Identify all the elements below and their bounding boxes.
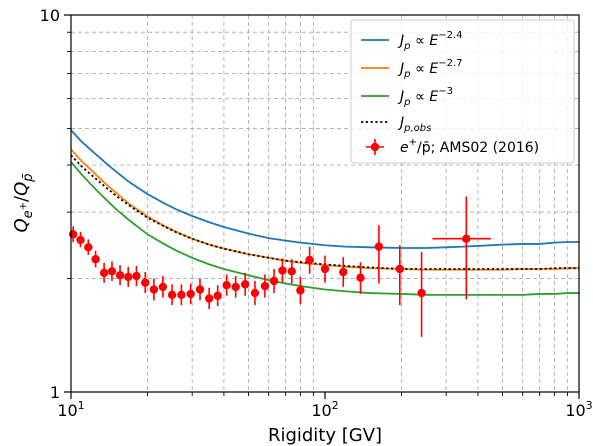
data-marker (84, 243, 93, 252)
data-point (107, 261, 117, 281)
data-point (149, 278, 159, 301)
data-marker (167, 290, 177, 300)
data-point (115, 265, 125, 286)
data-marker (395, 264, 404, 274)
data-point (177, 284, 186, 306)
data-point (339, 257, 348, 287)
data-point (76, 231, 85, 248)
series-line (70, 129, 579, 249)
grid (71, 15, 579, 392)
data-marker (374, 242, 384, 251)
data-point (213, 285, 222, 307)
data-marker (417, 288, 426, 298)
data-marker (296, 286, 305, 295)
data-marker (231, 282, 240, 292)
data-marker (124, 272, 133, 282)
data-point (305, 246, 314, 274)
data-point (68, 226, 78, 242)
data-marker (222, 280, 231, 290)
legend-box (350, 19, 575, 164)
data-marker (149, 285, 159, 294)
data-point (296, 276, 305, 305)
data-point (132, 265, 141, 287)
series-line (70, 154, 579, 270)
data-marker (186, 289, 195, 299)
data-point (167, 284, 177, 306)
series-line (70, 161, 579, 296)
data-marker (204, 294, 214, 303)
legend-swatch-marker (370, 142, 380, 152)
y-tick-label: 10 (40, 6, 60, 25)
model-curves (70, 129, 579, 296)
data-point (99, 262, 109, 283)
data-marker (76, 235, 85, 245)
data-point (278, 258, 287, 283)
data-marker (462, 234, 471, 243)
data-marker (99, 268, 109, 278)
data-point (124, 266, 133, 287)
data-marker (269, 276, 279, 286)
data-point (395, 245, 404, 306)
data-point (260, 274, 270, 298)
legend: Jp ∝ E−2.4 Jp ∝ E−2.7 Jp ∝ E−3 Jp,obs e+/p̄;… (350, 19, 575, 164)
data-marker (195, 285, 205, 294)
data-marker (115, 271, 125, 280)
data-marker (278, 266, 287, 275)
data-marker (305, 255, 314, 265)
legend-entry: Jp ∝ E−3 (397, 86, 453, 108)
data-marker (287, 267, 296, 276)
data-point (84, 239, 93, 255)
legend-entry: Jp ∝ E−2.7 (397, 58, 463, 80)
x-axis-label: Rigidity [GV] (268, 425, 382, 446)
x-tick-label: 102 (311, 399, 338, 420)
y-tick-label: 1 (50, 383, 60, 402)
data-point (231, 276, 240, 298)
data-point (186, 283, 195, 305)
legend-entry: e+/p̄; AMS02 (2016) (400, 137, 539, 156)
y-axis-label: Qe+/Qp̄ (11, 173, 36, 232)
tick-labels: 101 102 103 1 10 (40, 6, 593, 420)
data-marker (132, 271, 141, 281)
legend-entry: Jp,obs (397, 115, 431, 134)
legend-entry: Jp ∝ E−2.4 (397, 30, 463, 52)
data-point (417, 252, 426, 337)
data-marker (68, 230, 78, 239)
data-point (158, 276, 168, 298)
data-marker (213, 291, 222, 300)
data-marker (91, 255, 100, 264)
data-point (91, 250, 100, 268)
series-line (70, 148, 579, 271)
data-marker (339, 267, 348, 277)
data-marker (240, 280, 250, 289)
data-point (287, 259, 296, 284)
data-point (269, 268, 279, 294)
data-marker (141, 278, 150, 287)
data-point (250, 280, 260, 306)
data-points (68, 196, 491, 337)
data-marker (177, 290, 186, 300)
data-marker (356, 273, 365, 282)
data-point (222, 274, 231, 296)
axis-ticks (64, 14, 580, 399)
x-tick-label: 103 (565, 399, 592, 420)
data-point (141, 272, 150, 294)
data-point (432, 196, 491, 300)
data-marker (260, 281, 270, 291)
data-point (204, 287, 214, 310)
data-marker (250, 288, 260, 298)
data-point (240, 272, 250, 296)
data-point (320, 255, 330, 283)
data-marker (158, 282, 168, 292)
data-marker (320, 264, 330, 274)
data-point (356, 262, 365, 294)
x-tick-label: 101 (57, 399, 84, 420)
data-point (195, 278, 205, 301)
data-point (374, 225, 384, 284)
data-marker (107, 267, 117, 276)
